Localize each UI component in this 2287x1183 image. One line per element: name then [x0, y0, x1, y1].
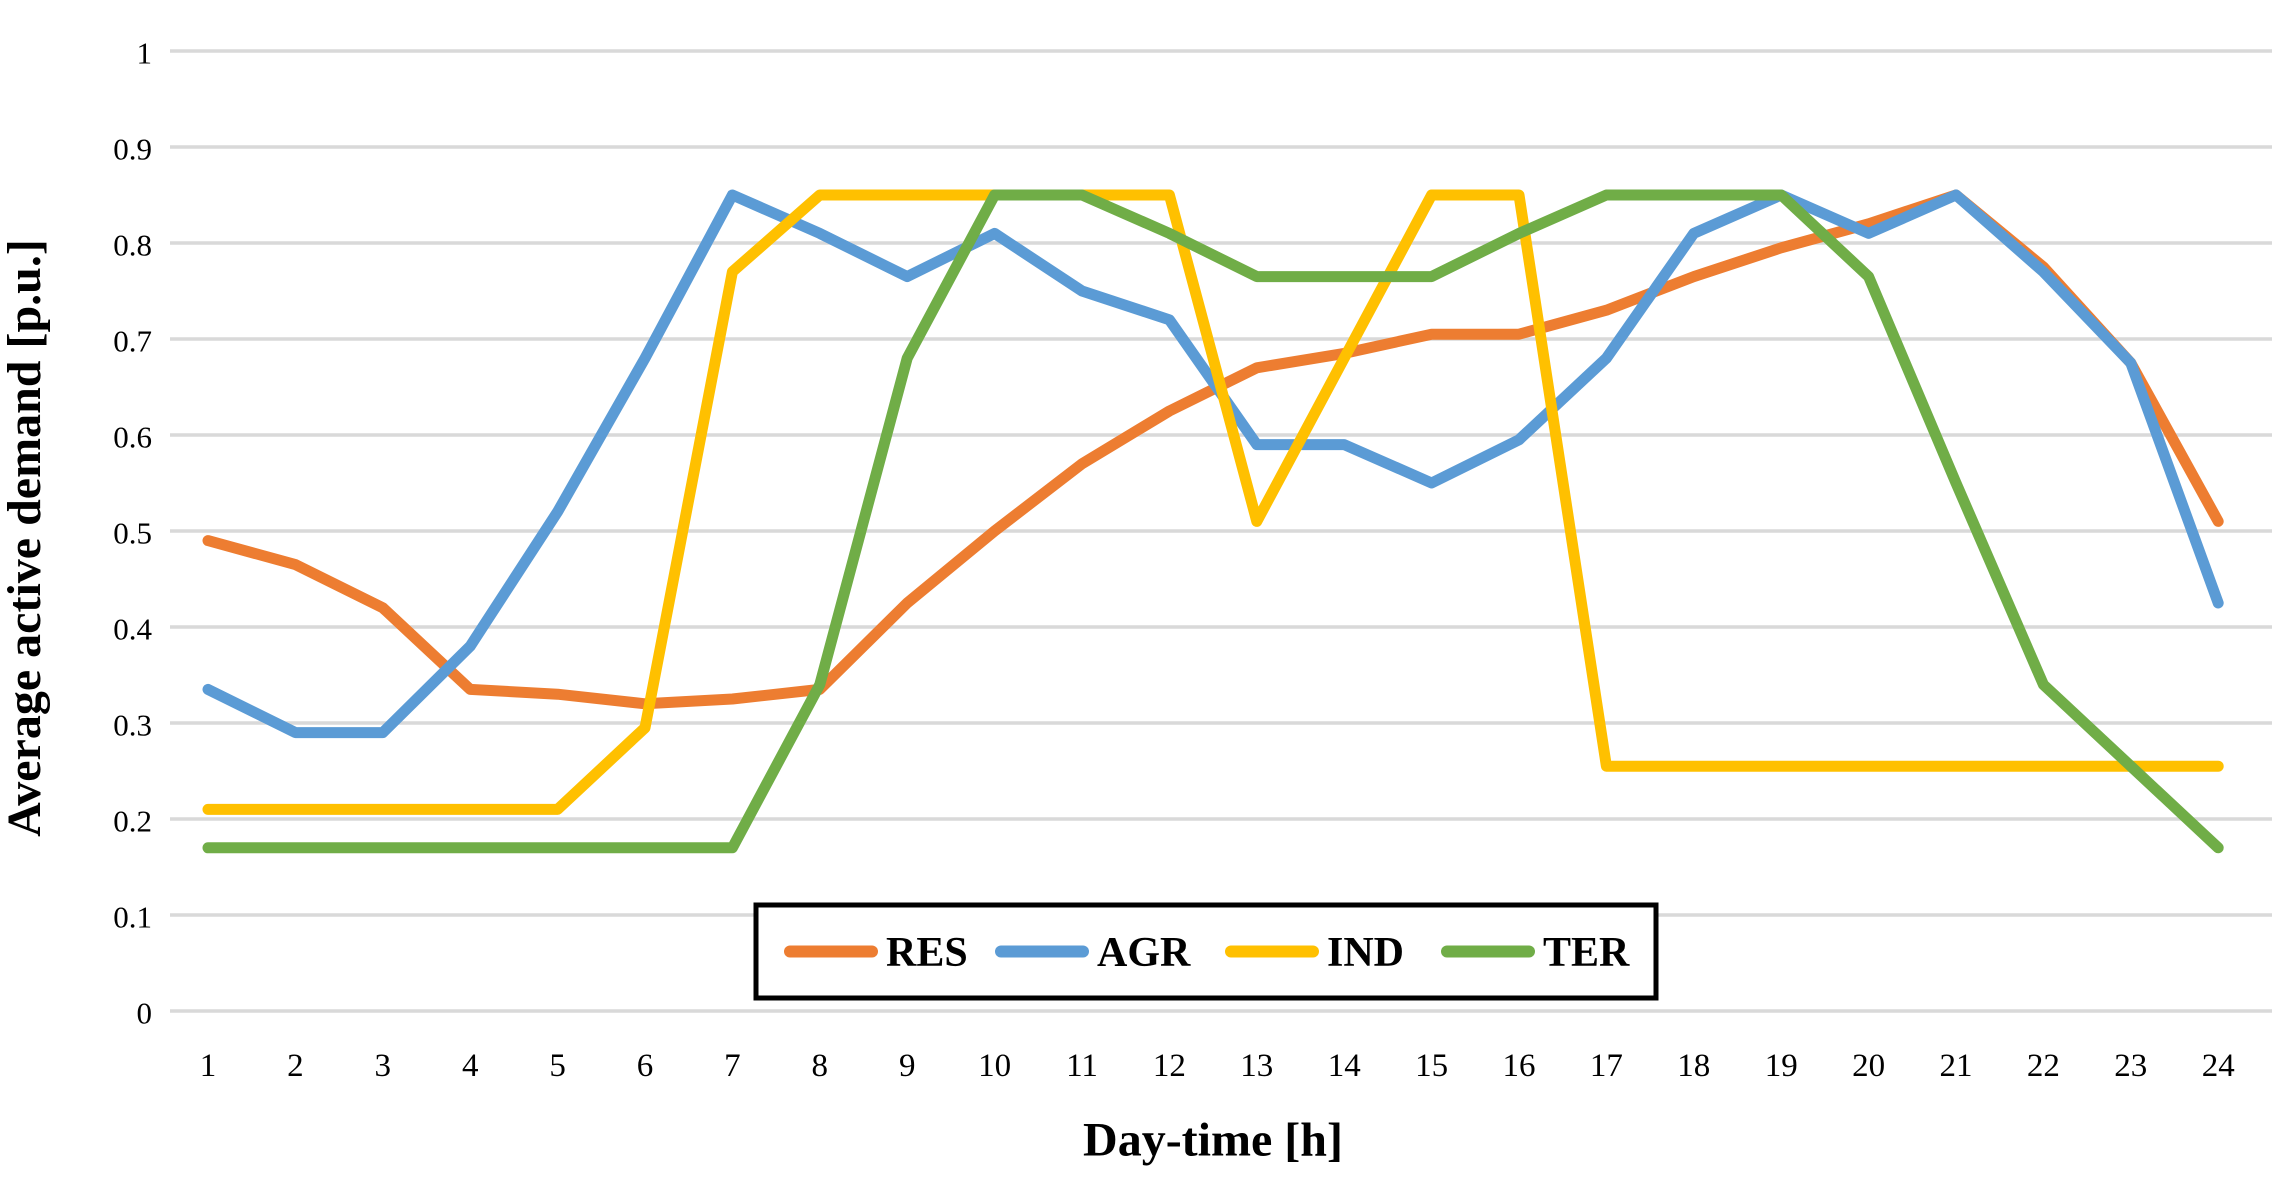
- x-tick-label: 1: [200, 1048, 217, 1084]
- x-tick-label: 19: [1765, 1048, 1798, 1084]
- y-tick-label: 0: [137, 996, 153, 1031]
- x-tick-label: 10: [978, 1048, 1011, 1084]
- legend-item-agr: AGR: [995, 930, 1191, 976]
- legend-item-ter: TER: [1441, 930, 1630, 976]
- x-tick-label: 3: [375, 1048, 392, 1084]
- y-tick-label: 0.3: [113, 708, 152, 743]
- x-tick-label: 9: [899, 1048, 916, 1084]
- series-lines: [202, 189, 2224, 854]
- x-tick-label: 2: [287, 1048, 304, 1084]
- x-tick-label: 24: [2202, 1048, 2235, 1084]
- y-tick-label: 0.1: [113, 900, 152, 935]
- y-tick-label: 0.8: [113, 228, 152, 263]
- x-tick-label: 13: [1240, 1048, 1273, 1084]
- x-tick-label: 17: [1590, 1048, 1623, 1084]
- legend-label: AGR: [1097, 930, 1191, 976]
- x-tick-label: 23: [2114, 1048, 2147, 1084]
- axis-tick-labels: 00.10.20.30.40.50.60.70.80.911 2 3 4 5 6 7 8 9 10…: [113, 36, 2234, 1085]
- y-tick-label: 0.7: [113, 324, 152, 359]
- x-tick-label: 18: [1677, 1048, 1710, 1084]
- y-axis-title: Average active demand [p.u.]: [0, 239, 51, 837]
- legend-label: RES: [886, 930, 968, 976]
- x-tick-label: 20: [1852, 1048, 1885, 1084]
- y-tick-label: 0.5: [113, 516, 152, 551]
- legend-label: IND: [1327, 930, 1404, 976]
- y-tick-label: 0.2: [113, 804, 152, 839]
- y-tick-label: 1: [137, 36, 153, 71]
- x-tick-label: 15: [1415, 1048, 1448, 1084]
- legend-item-ind: IND: [1225, 930, 1404, 976]
- x-tick-label: 6: [637, 1048, 654, 1084]
- x-tick-label: 8: [812, 1048, 829, 1084]
- x-tick-label: 21: [1940, 1048, 1973, 1084]
- legend-item-res: RES: [784, 930, 968, 976]
- series-line-agr: [202, 189, 2224, 739]
- x-tick-label: 7: [724, 1048, 741, 1084]
- x-tick-label: 11: [1066, 1048, 1098, 1084]
- legend-label: TER: [1543, 930, 1630, 976]
- x-tick-label: 5: [549, 1048, 566, 1084]
- x-axis-title: Day-time [h]: [1083, 1114, 1343, 1167]
- x-tick-label: 4: [462, 1048, 479, 1084]
- x-tick-label: 14: [1328, 1048, 1361, 1084]
- x-tick-label: 16: [1503, 1048, 1536, 1084]
- gridlines: [170, 49, 2272, 1013]
- legend: RES AGR IND TER: [753, 902, 1659, 1001]
- x-tick-label: 22: [2027, 1048, 2060, 1084]
- series-line-ter: [202, 189, 2224, 854]
- y-tick-label: 0.9: [113, 132, 152, 167]
- x-tick-label: 12: [1153, 1048, 1186, 1084]
- y-tick-label: 0.6: [113, 420, 152, 455]
- y-tick-label: 0.4: [113, 612, 152, 647]
- series-line-ind: [202, 189, 2224, 815]
